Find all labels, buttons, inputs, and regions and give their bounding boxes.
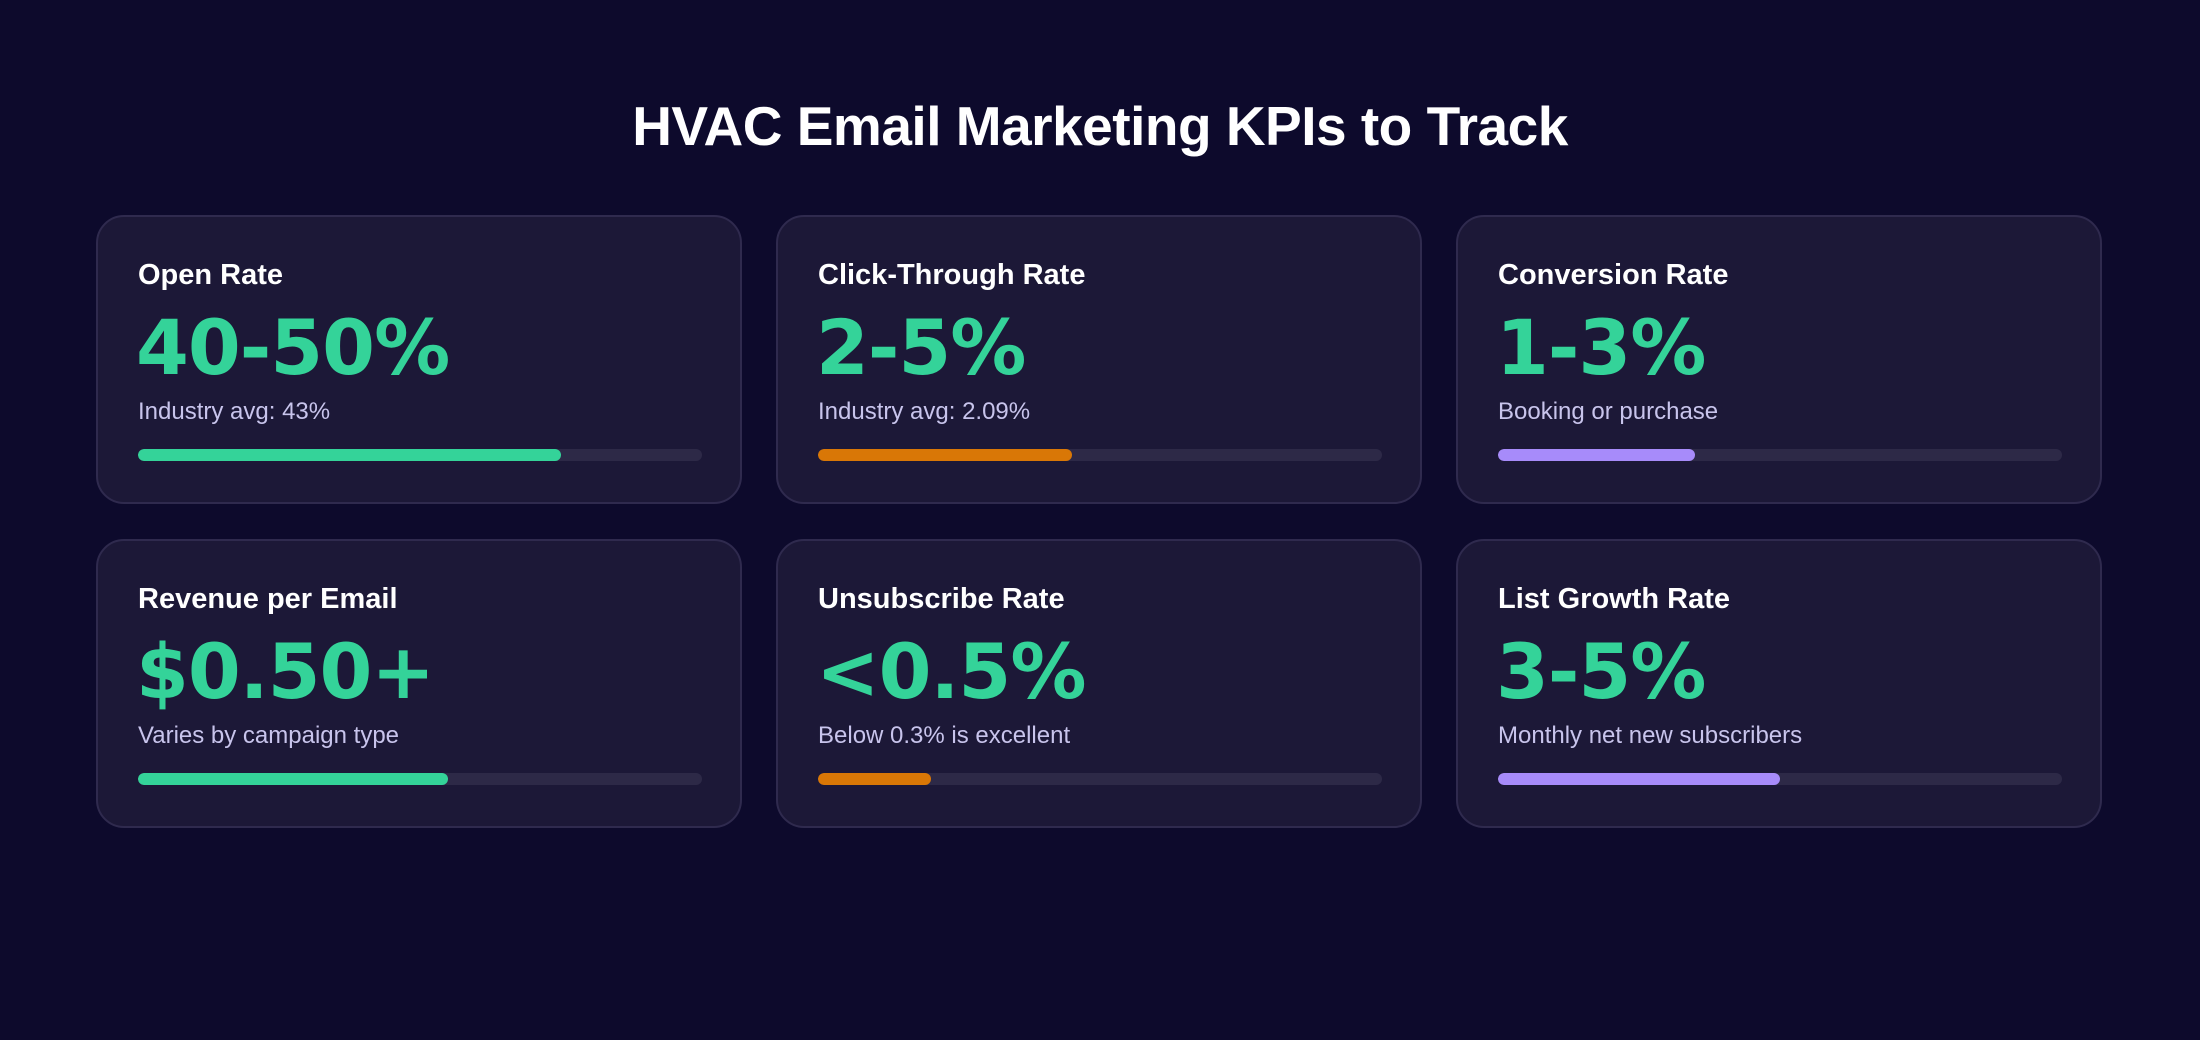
kpi-progress-fill (818, 773, 931, 785)
kpi-note: Industry avg: 43% (138, 398, 331, 425)
kpi-note: Booking or purchase (1498, 398, 1719, 425)
page-title: HVAC Email Marketing KPIs to Track (632, 95, 1568, 157)
kpi-card-unsubscribe-rate: Unsubscribe Rate <0.5% Below 0.3% is exc… (776, 539, 1422, 828)
kpi-progress-track (138, 449, 702, 461)
kpi-value: 2-5% (816, 303, 1026, 392)
kpi-note: Industry avg: 2.09% (818, 398, 1031, 425)
kpi-label: Unsubscribe Rate (818, 583, 1065, 615)
kpi-value: 40-50% (136, 303, 450, 392)
kpi-progress-fill (138, 773, 449, 785)
kpi-note: Monthly net new subscribers (1498, 722, 1803, 749)
kpi-label: Click-Through Rate (818, 259, 1086, 291)
kpi-value: 1-3% (1496, 303, 1706, 392)
kpi-card-revenue-per-email: Revenue per Email $0.50+ Varies by campa… (96, 539, 742, 828)
kpi-label: List Growth Rate (1498, 583, 1731, 615)
kpi-note: Below 0.3% is excellent (818, 722, 1071, 749)
kpi-progress-track (1498, 773, 2062, 785)
kpi-card-open-rate: Open Rate 40-50% Industry avg: 43% (96, 215, 742, 504)
kpi-value: $0.50+ (136, 627, 435, 716)
kpi-progress-track (818, 773, 1382, 785)
kpi-note: Varies by campaign type (138, 722, 400, 749)
kpi-progress-fill (138, 449, 561, 461)
kpi-progress-track (1498, 449, 2062, 461)
kpi-label: Open Rate (138, 259, 284, 291)
kpi-card-click-through-rate: Click-Through Rate 2-5% Industry avg: 2.… (776, 215, 1422, 504)
kpi-label: Revenue per Email (138, 583, 398, 615)
kpi-progress-fill (1498, 449, 1696, 461)
kpi-card-list-growth-rate: List Growth Rate 3-5% Monthly net new su… (1456, 539, 2102, 828)
kpi-label: Conversion Rate (1498, 259, 1729, 291)
kpi-progress-track (818, 449, 1382, 461)
kpi-progress-fill (818, 449, 1072, 461)
kpi-value: <0.5% (816, 627, 1086, 716)
kpi-card-conversion-rate: Conversion Rate 1-3% Booking or purchase (1456, 215, 2102, 504)
kpi-value: 3-5% (1496, 627, 1706, 716)
kpi-progress-fill (1498, 773, 1780, 785)
kpi-progress-track (138, 773, 702, 785)
